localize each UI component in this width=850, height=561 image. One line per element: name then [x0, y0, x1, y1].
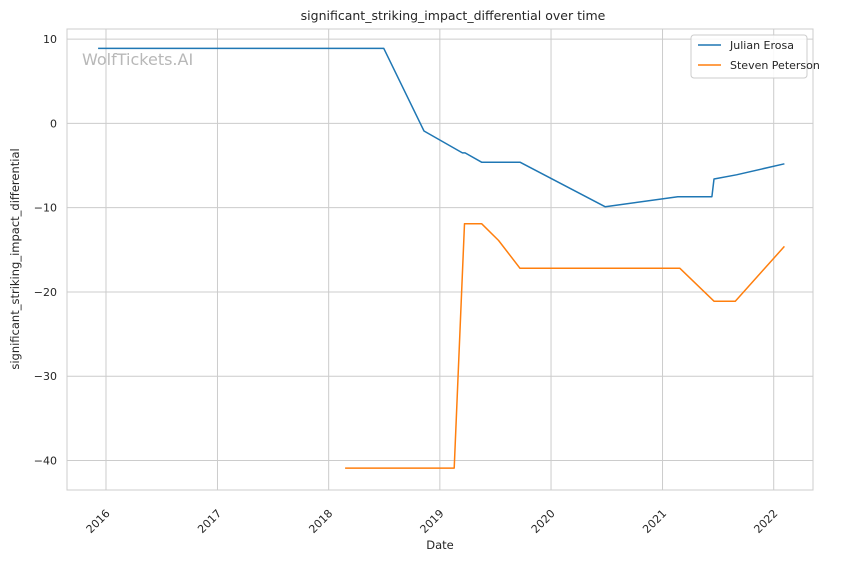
watermark: WolfTickets.AI	[82, 50, 193, 69]
y-tick-label: 10	[43, 33, 57, 46]
x-axis-title: Date	[426, 538, 454, 552]
plot-area-frame	[66, 28, 814, 491]
y-axis-title: significant_striking_impact_differential	[8, 148, 22, 369]
legend: Julian Erosa Steven Peterson	[690, 34, 820, 79]
legend-label-julian-erosa: Julian Erosa	[729, 39, 794, 52]
y-tick-label: 0	[50, 117, 57, 130]
series-lines	[98, 47, 785, 469]
series-line-steven-peterson	[345, 222, 785, 469]
legend-label-steven-peterson: Steven Peterson	[730, 59, 820, 72]
series-line-julian-erosa	[98, 47, 785, 208]
y-tick-label: −10	[34, 202, 57, 215]
grid-lines	[67, 29, 813, 490]
y-tick-label: −40	[34, 455, 57, 468]
chart-title: significant_striking_impact_differential…	[301, 8, 606, 23]
y-tick-label: −30	[34, 370, 57, 383]
y-tick-label: −20	[34, 286, 57, 299]
